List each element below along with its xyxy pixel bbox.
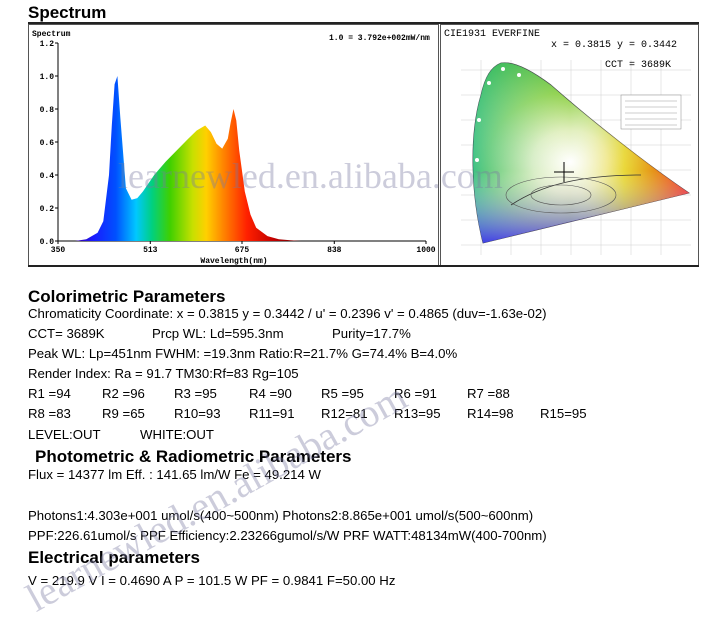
cie-xy-readout: x = 0.3815 y = 0.3442 — [551, 40, 677, 51]
r-value: R5 =95 — [321, 386, 364, 401]
r-value: R6 =91 — [394, 386, 437, 401]
spectrum-title: Spectrum — [28, 3, 107, 22]
purity-value: Purity=17.7% — [332, 326, 411, 341]
top-divider — [28, 22, 699, 24]
chromaticity-line: Chromaticity Coordinate: x = 0.3815 y = … — [28, 306, 547, 321]
r-value: R15=95 — [540, 406, 587, 421]
cie-chart: CIE1931 EVERFINE x = 0.3815 y = 0.3442 C… — [440, 24, 699, 266]
spectrum-divider — [28, 265, 699, 267]
r-value: R8 =83 — [28, 406, 71, 421]
peak-wl-line: Peak WL: Lp=451nm FWHM: =19.3nm Ratio:R=… — [28, 346, 458, 361]
spectrum-ytick-label: 0.2 — [40, 205, 55, 214]
r-value: R1 =94 — [28, 386, 71, 401]
photometric-title: Photometric & Radiometric Parameters — [35, 447, 352, 466]
r-value: R7 =88 — [467, 386, 510, 401]
render-index-line: Render Index: Ra = 91.7 TM30:Rf=83 Rg=10… — [28, 366, 299, 381]
cie-legend — [620, 94, 682, 130]
spectrum-chart: Spectrum 1.0 = 3.792e+002mW/nm 0.0 0.2 0.4… — [28, 24, 439, 266]
spectrum-xtick-label: 350 — [51, 246, 66, 255]
cie-measured-point — [554, 162, 574, 182]
r-value: R9 =65 — [102, 406, 145, 421]
spectrum-xtick-label: 838 — [327, 246, 342, 255]
ppf-line: PPF:226.61umol/s PPF Efficiency:2.23266g… — [28, 528, 547, 543]
photons-line: Photons1:4.303e+001 umol/s(400~500nm) Ph… — [28, 508, 534, 523]
cct-value: CCT= 3689K — [28, 326, 105, 341]
flux-line: Flux = 14377 lm Eff. : 141.65 lm/W Fe = … — [28, 467, 321, 482]
spectrum-xlabel: Wavelength(nm) — [200, 257, 267, 266]
spectrum-ytick-label: 0.8 — [40, 106, 55, 115]
spectrum-scale-annotation: 1.0 = 3.792e+002mW/nm — [329, 34, 430, 43]
cie-locus-dots — [475, 67, 521, 162]
r-value: R12=81 — [321, 406, 368, 421]
r-value: R11=91 — [249, 406, 295, 421]
prcp-wl-value: Prcp WL: Ld=595.3nm — [152, 326, 284, 341]
r-value: R2 =96 — [102, 386, 145, 401]
spectrum-svg: Spectrum 1.0 = 3.792e+002mW/nm 0.0 0.2 0.4… — [32, 30, 436, 266]
spectrum-ytick-label: 0.4 — [40, 172, 55, 181]
r-value: R14=98 — [467, 406, 514, 421]
spectrum-xtick-label: 513 — [143, 246, 158, 255]
spectrum-ytick-label: 0.6 — [40, 139, 55, 148]
spectrum-xtick-label: 675 — [235, 246, 250, 255]
colorimetric-title: Colorimetric Parameters — [28, 287, 226, 306]
spectrum-ticks: 0.0 0.2 0.4 0.6 0.8 1.0 1.2 350 513 675 838 1000 — [40, 40, 436, 255]
cie-cct-label: CCT = 3689K — [605, 60, 671, 71]
spectrum-ytick-label: 0.0 — [40, 238, 55, 247]
spectrum-ytick-label: 1.2 — [40, 40, 55, 49]
white-value: WHITE:OUT — [140, 427, 214, 442]
cie-svg: CIE1931 EVERFINE x = 0.3815 y = 0.3442 C… — [444, 29, 691, 255]
cie-title: CIE1931 EVERFINE — [444, 29, 540, 40]
r-value: R13=95 — [394, 406, 441, 421]
level-value: LEVEL:OUT — [28, 427, 101, 442]
r-value: R10=93 — [174, 406, 221, 421]
electrical-title: Electrical parameters — [28, 548, 200, 567]
spectrum-xtick-label: 1000 — [416, 246, 435, 255]
spectrum-ytick-label: 1.0 — [40, 73, 55, 82]
planckian-locus — [510, 174, 642, 206]
r-value: R3 =95 — [174, 386, 217, 401]
electrical-line: V = 219.9 V I = 0.4690 A P = 101.5 W PF … — [28, 573, 396, 588]
spectrum-area — [74, 76, 302, 241]
r-value: R4 =90 — [249, 386, 292, 401]
spectrum-chart-label: Spectrum — [32, 30, 71, 39]
